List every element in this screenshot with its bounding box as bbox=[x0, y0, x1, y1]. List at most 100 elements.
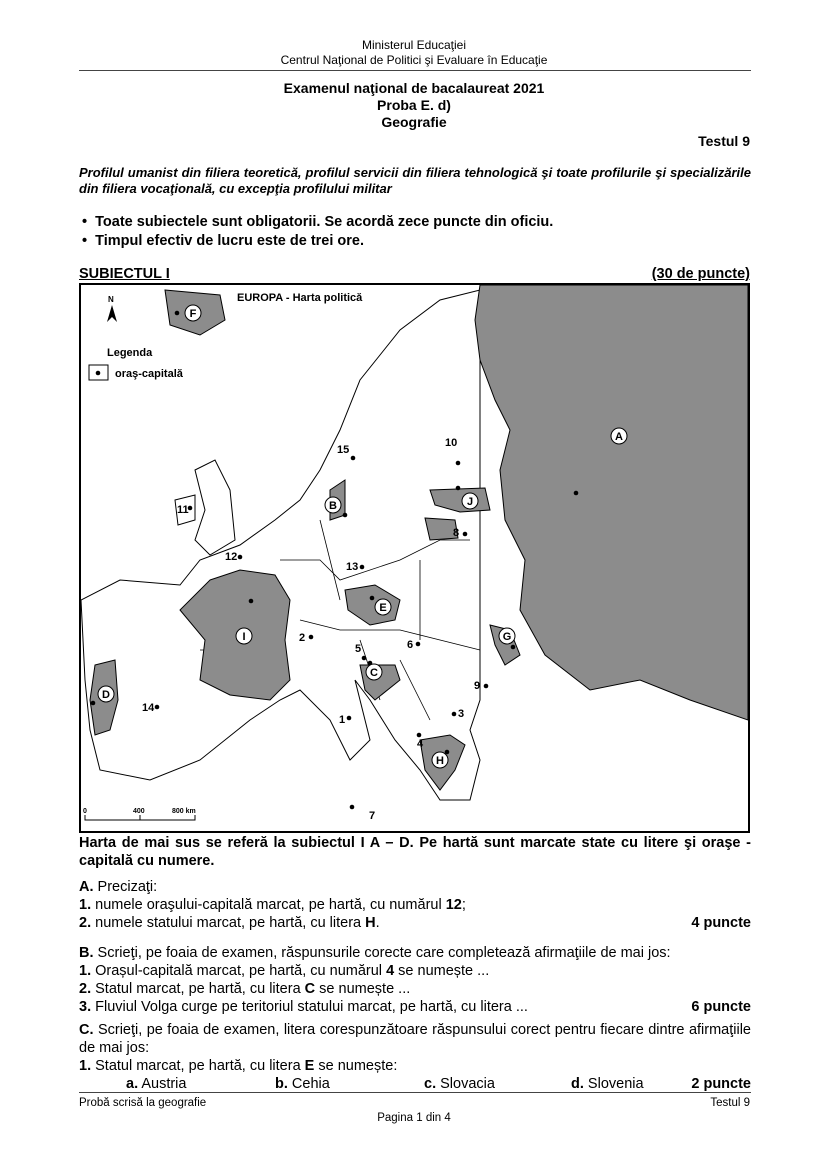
capital-label-3: 3 bbox=[458, 708, 464, 720]
capital-dot-15 bbox=[350, 455, 356, 461]
capital-label-2: 2 bbox=[299, 632, 305, 644]
map-intro: Harta de mai sus se referă la subiectul … bbox=[79, 835, 751, 869]
test-number: Testul 9 bbox=[698, 133, 750, 149]
state-label-b: B bbox=[329, 500, 337, 512]
capital-dot-2 bbox=[308, 634, 314, 640]
capital-dot-3 bbox=[451, 711, 457, 717]
rule-1: • Toate subiectele sunt obligatorii. Se … bbox=[82, 214, 554, 230]
capital-label-9: 9 bbox=[474, 680, 480, 692]
center: Centrul Naţional de Politici şi Evaluare… bbox=[280, 53, 548, 67]
legend-title: Legenda bbox=[107, 347, 153, 359]
capital-dot-14 bbox=[154, 704, 160, 710]
scale-400: 400 bbox=[133, 808, 145, 815]
state-label-c: C bbox=[370, 667, 378, 679]
state-marker-i bbox=[235, 627, 253, 645]
state-label-d: D bbox=[102, 689, 110, 701]
capital-dot-5 bbox=[361, 655, 367, 661]
lithuania-shape bbox=[424, 517, 459, 541]
state-i-shape bbox=[179, 569, 291, 701]
britain bbox=[194, 459, 236, 556]
state-label-i: I bbox=[242, 631, 245, 643]
state-marker-h bbox=[431, 751, 449, 769]
capital-dot bbox=[573, 490, 579, 496]
capital-dot bbox=[455, 485, 461, 491]
ministry: Ministerul Educaţiei bbox=[361, 38, 467, 52]
state-e-shape bbox=[344, 584, 401, 626]
capital-dot bbox=[369, 595, 375, 601]
exam-subject: Geografie bbox=[381, 114, 447, 130]
capital-dot bbox=[174, 310, 180, 316]
state-marker-e bbox=[374, 598, 392, 616]
exam-title: Examenul naţional de bacalaureat 2021 bbox=[283, 80, 545, 96]
part-b: B. Scrieţi, pe foaia de examen, răspunsu… bbox=[79, 945, 751, 1015]
header-rule bbox=[79, 70, 751, 71]
capital-label-7: 7 bbox=[369, 810, 375, 822]
part-b-points: 6 puncte bbox=[691, 999, 751, 1015]
footer-rule bbox=[79, 1092, 751, 1093]
state-marker-d bbox=[97, 685, 115, 703]
capital-dot-13 bbox=[359, 564, 365, 570]
state-marker-f bbox=[184, 304, 202, 322]
north-arrow-icon bbox=[107, 305, 117, 322]
capital-dot-8 bbox=[462, 531, 468, 537]
page-number: Pagina 1 din 4 bbox=[377, 1112, 451, 1124]
part-c: C. Scrieţi, pe foaia de examen, litera c… bbox=[79, 1022, 751, 1092]
capital-label-12: 12 bbox=[225, 551, 237, 563]
capital-dot-12 bbox=[237, 554, 243, 560]
capital-dot-6 bbox=[415, 641, 421, 647]
scale-0: 0 bbox=[83, 808, 87, 815]
rule-2: • Timpul efectiv de lucru este de trei o… bbox=[82, 233, 365, 249]
legend-dot-icon bbox=[95, 370, 101, 376]
capital-label-6: 6 bbox=[407, 639, 413, 651]
capital-dot-4 bbox=[416, 732, 422, 738]
state-marker-c bbox=[365, 663, 383, 681]
state-marker-b bbox=[324, 496, 342, 514]
state-label-j: J bbox=[467, 496, 473, 508]
capital-label-5: 5 bbox=[355, 643, 361, 655]
capital-dot bbox=[248, 598, 254, 604]
capital-label-4: 4 bbox=[417, 738, 424, 750]
europe-map: EUROPA - Harta politică N Legenda oraş-c… bbox=[79, 283, 750, 833]
state-label-g: G bbox=[503, 631, 512, 643]
state-marker-g bbox=[498, 627, 516, 645]
state-marker-a bbox=[610, 427, 628, 445]
capital-dot bbox=[444, 749, 450, 755]
map-title: EUROPA - Harta politică bbox=[237, 292, 363, 304]
capital-dot-10 bbox=[455, 460, 461, 466]
state-label-e: E bbox=[379, 602, 386, 614]
capital-dot bbox=[367, 660, 373, 666]
capital-label-14: 14 bbox=[142, 702, 155, 714]
footer-right: Testul 9 bbox=[710, 1097, 750, 1109]
capital-label-15: 15 bbox=[337, 444, 349, 456]
capital-dot-11 bbox=[187, 505, 193, 511]
state-a-shape bbox=[474, 285, 748, 721]
ireland bbox=[174, 494, 196, 526]
capital-label-10: 10 bbox=[445, 437, 457, 449]
profile-text: Profilul umanist din filiera teoretică, … bbox=[79, 165, 751, 196]
footer-left: Probă scrisă la geografie bbox=[79, 1097, 207, 1109]
capital-dot bbox=[342, 512, 348, 518]
capital-dot-7 bbox=[349, 804, 355, 810]
scale-800: 800 km bbox=[172, 808, 196, 815]
exam-proba: Proba E. d) bbox=[377, 97, 451, 113]
part-a-points: 4 puncte bbox=[691, 915, 751, 931]
section-points: (30 de puncte) bbox=[651, 266, 750, 282]
north-label: N bbox=[108, 295, 114, 304]
europe-landmass bbox=[81, 289, 481, 801]
capital-dot bbox=[90, 700, 96, 706]
capital-dot-1 bbox=[346, 715, 352, 721]
capital-dot bbox=[510, 644, 516, 650]
section-title: SUBIECTUL I bbox=[79, 266, 170, 282]
capital-label-13: 13 bbox=[346, 561, 358, 573]
capital-dot-9 bbox=[483, 683, 489, 689]
state-label-a: A bbox=[615, 431, 623, 443]
capital-label-11: 11 bbox=[177, 504, 189, 516]
part-a: A. Precizaţi: 1. numele oraşului-capital… bbox=[79, 879, 751, 931]
capital-label-8: 8 bbox=[453, 527, 459, 539]
legend-item: oraş-capitală bbox=[115, 368, 184, 380]
capital-label-1: 1 bbox=[339, 714, 345, 726]
part-c-points: 2 puncte bbox=[691, 1076, 751, 1092]
state-label-f: F bbox=[190, 308, 197, 320]
state-marker-j bbox=[461, 492, 479, 510]
state-label-h: H bbox=[436, 755, 444, 767]
